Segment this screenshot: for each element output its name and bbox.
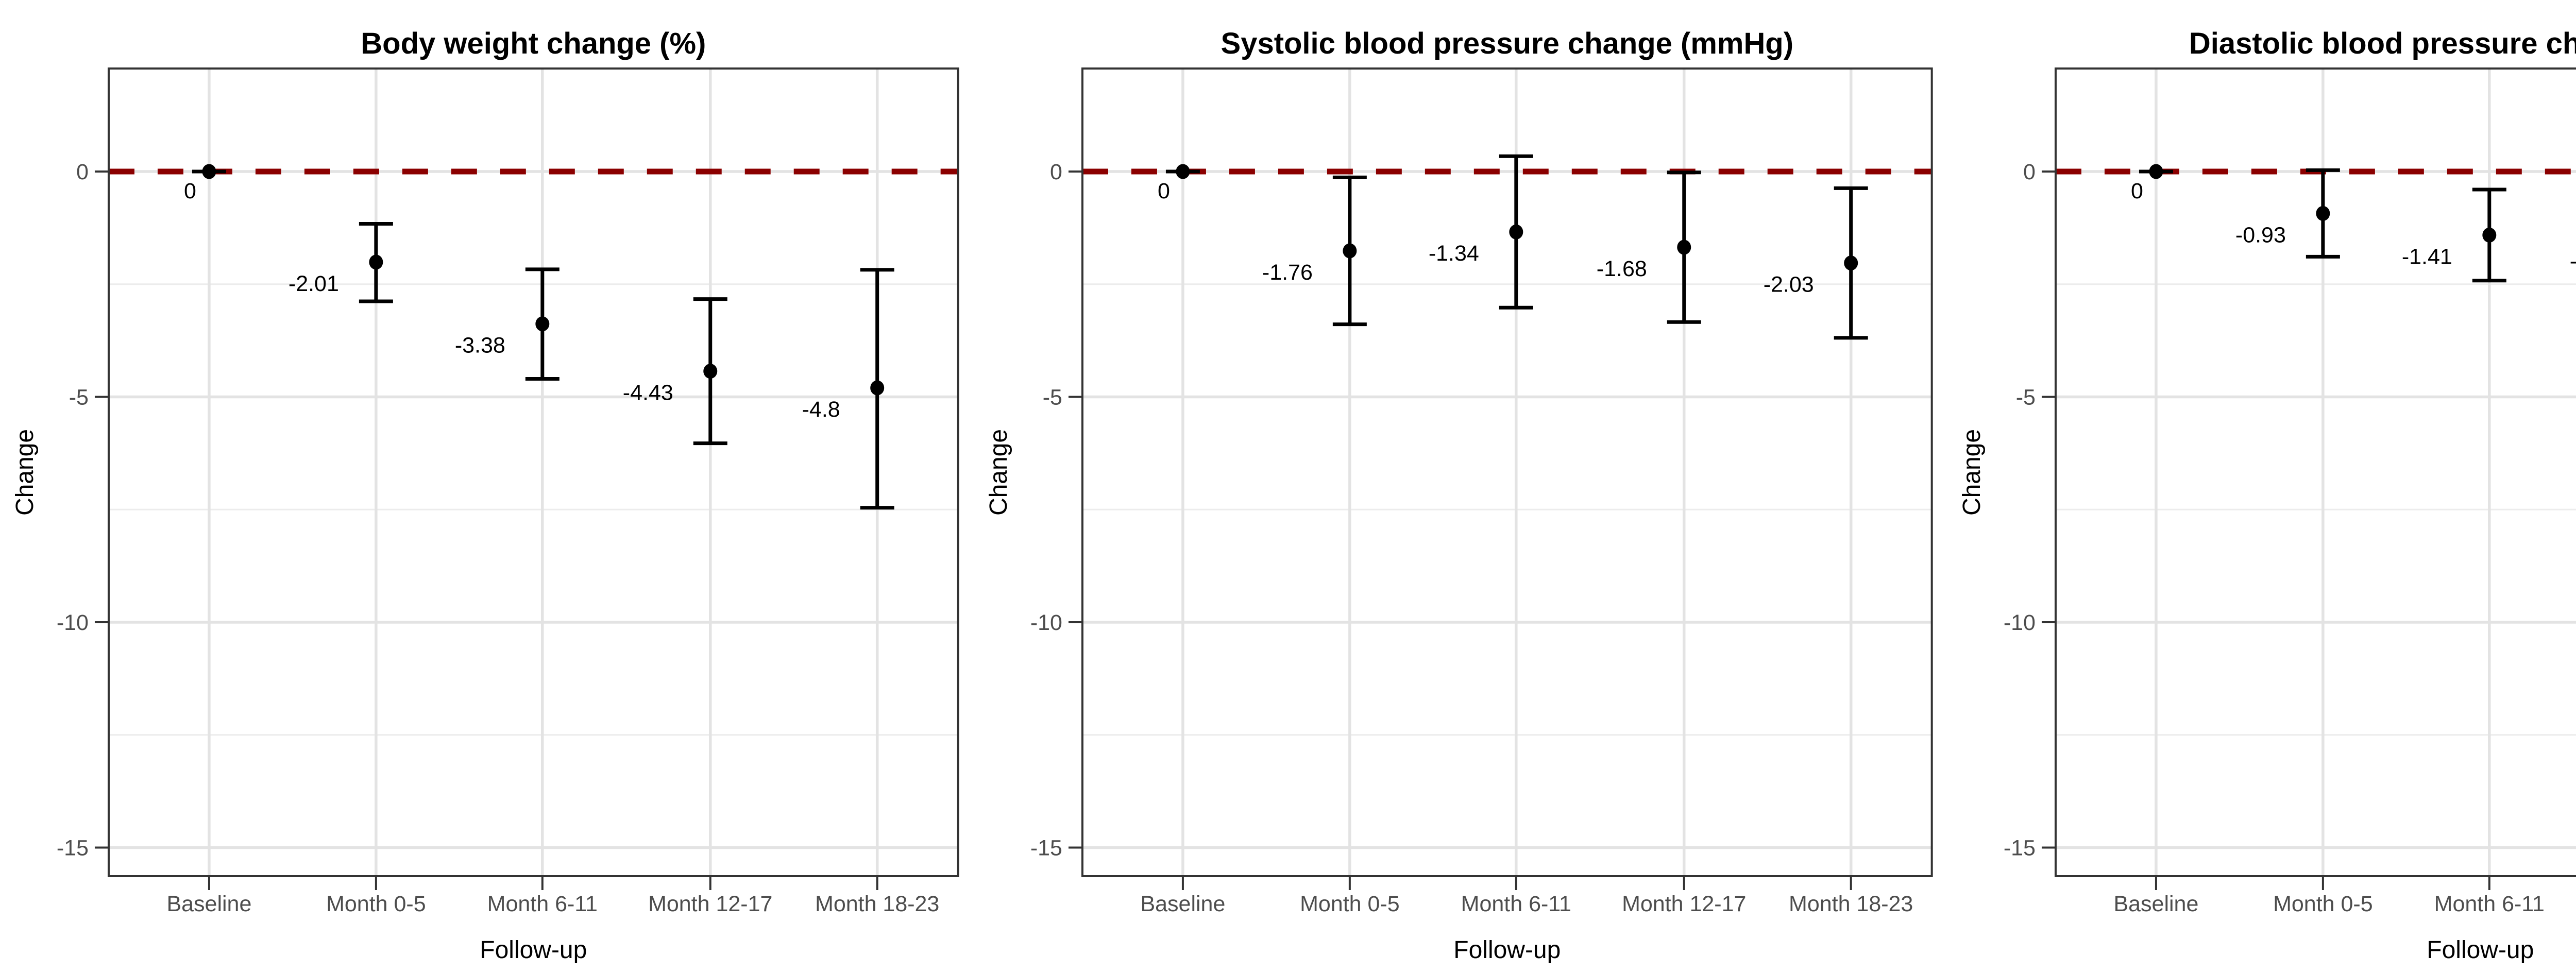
panel-border (2055, 67, 2576, 877)
data-point (2482, 227, 2497, 243)
chart-title: Body weight change (%) (361, 27, 706, 60)
data-point (1676, 240, 1691, 255)
x-tick-label: Month 12-17 (1622, 892, 1746, 916)
x-tick-label: Month 0-5 (2273, 892, 2373, 916)
data-point (870, 380, 885, 396)
data-point (1343, 243, 1357, 259)
x-tick-label: Month 18-23 (815, 892, 939, 916)
panel-border (1081, 67, 1933, 877)
data-point (1509, 224, 1523, 240)
x-axis-title: Follow-up (1453, 936, 1561, 964)
data-point (1176, 164, 1190, 179)
panel-diastolic-bp: 0-0.93-1.41-1.51-1.590-5-10-15BaselineMo… (1947, 0, 2576, 973)
y-tick-label: -5 (69, 385, 89, 409)
point-value-label: 0 (184, 179, 196, 203)
point-value-label: -2.03 (1763, 272, 1814, 297)
y-tick-label: -5 (2016, 385, 2036, 409)
x-tick-label: Month 12-17 (648, 892, 772, 916)
x-tick-label: Baseline (2114, 892, 2199, 916)
point-value-label: -2.01 (289, 271, 339, 296)
point-value-label: 0 (1158, 179, 1170, 203)
point-value-label: -4.43 (623, 381, 673, 405)
y-axis-title: Change (11, 429, 39, 516)
x-tick-label: Month 18-23 (1789, 892, 1913, 916)
y-tick-label: -15 (57, 835, 89, 860)
y-tick-label: 0 (1050, 160, 1062, 184)
point-value-label: -1.68 (1596, 257, 1647, 281)
panel-body-weight: 0 -2.01 -3.38 -4.43 -4.8 0 -5 -10 -15 Baseline Mon… (0, 0, 974, 973)
y-tick-label: 0 (76, 160, 89, 184)
point-value-label: -1.34 (1429, 241, 1479, 266)
point-value-label: -4.8 (802, 397, 840, 422)
x-axis-title: Follow-up (2427, 936, 2534, 964)
x-tick-label: Month 6-11 (487, 892, 598, 916)
y-tick-label: -15 (2004, 835, 2036, 860)
y-tick-label: -10 (57, 610, 89, 635)
data-point (2316, 206, 2330, 221)
data-point (369, 254, 383, 270)
point-value-label: -1.41 (2402, 244, 2452, 269)
chart-title: Diastolic blood pressure change (mmHg) (2189, 27, 2576, 60)
y-tick-label: -5 (1042, 385, 1062, 409)
y-tick-label: -10 (2004, 610, 2036, 635)
x-tick-label: Baseline (1140, 892, 1225, 916)
data-point (703, 364, 718, 379)
panel-systolic-bp: 0 -1.76 -1.34 -1.68 -2.03 0 -5 -10 -15 Baseline Mo… (973, 0, 1947, 973)
panel-border (107, 67, 959, 877)
panel-background (108, 69, 958, 876)
x-tick-label: Month 6-11 (2434, 892, 2545, 916)
data-point (2149, 164, 2163, 179)
y-axis-title: Change (1958, 429, 1986, 516)
x-tick-label: Month 0-5 (1300, 892, 1400, 916)
x-tick-label: Month 0-5 (326, 892, 426, 916)
point-value-label: -3.38 (455, 333, 505, 358)
body-weight-chart: 0 -2.01 -3.38 -4.43 -4.8 0 -5 -10 -15 Baseline Mon… (0, 0, 974, 973)
point-value-label: -0.93 (2235, 223, 2286, 247)
x-tick-label: Baseline (166, 892, 251, 916)
data-point (1843, 255, 1858, 271)
panel-background (1082, 69, 1932, 876)
diastolic-bp-chart: 0-0.93-1.41-1.51-1.590-5-10-15BaselineMo… (1947, 0, 2576, 973)
y-tick-label: 0 (2023, 160, 2036, 184)
point-value-label: -1.76 (1262, 260, 1313, 285)
data-point (202, 164, 216, 179)
point-value-label: -1.51 (2570, 249, 2576, 274)
chart-title: Systolic blood pressure change (mmHg) (1221, 27, 1793, 60)
data-point (535, 316, 550, 332)
point-value-label: 0 (2131, 179, 2143, 203)
y-tick-label: -15 (1030, 835, 1062, 860)
x-axis-title: Follow-up (480, 936, 587, 964)
x-tick-label: Month 6-11 (1461, 892, 1571, 916)
y-axis-title: Change (985, 429, 1012, 516)
y-tick-label: -10 (1030, 610, 1062, 635)
systolic-bp-chart: 0 -1.76 -1.34 -1.68 -2.03 0 -5 -10 -15 Baseline Mo… (973, 0, 1947, 973)
